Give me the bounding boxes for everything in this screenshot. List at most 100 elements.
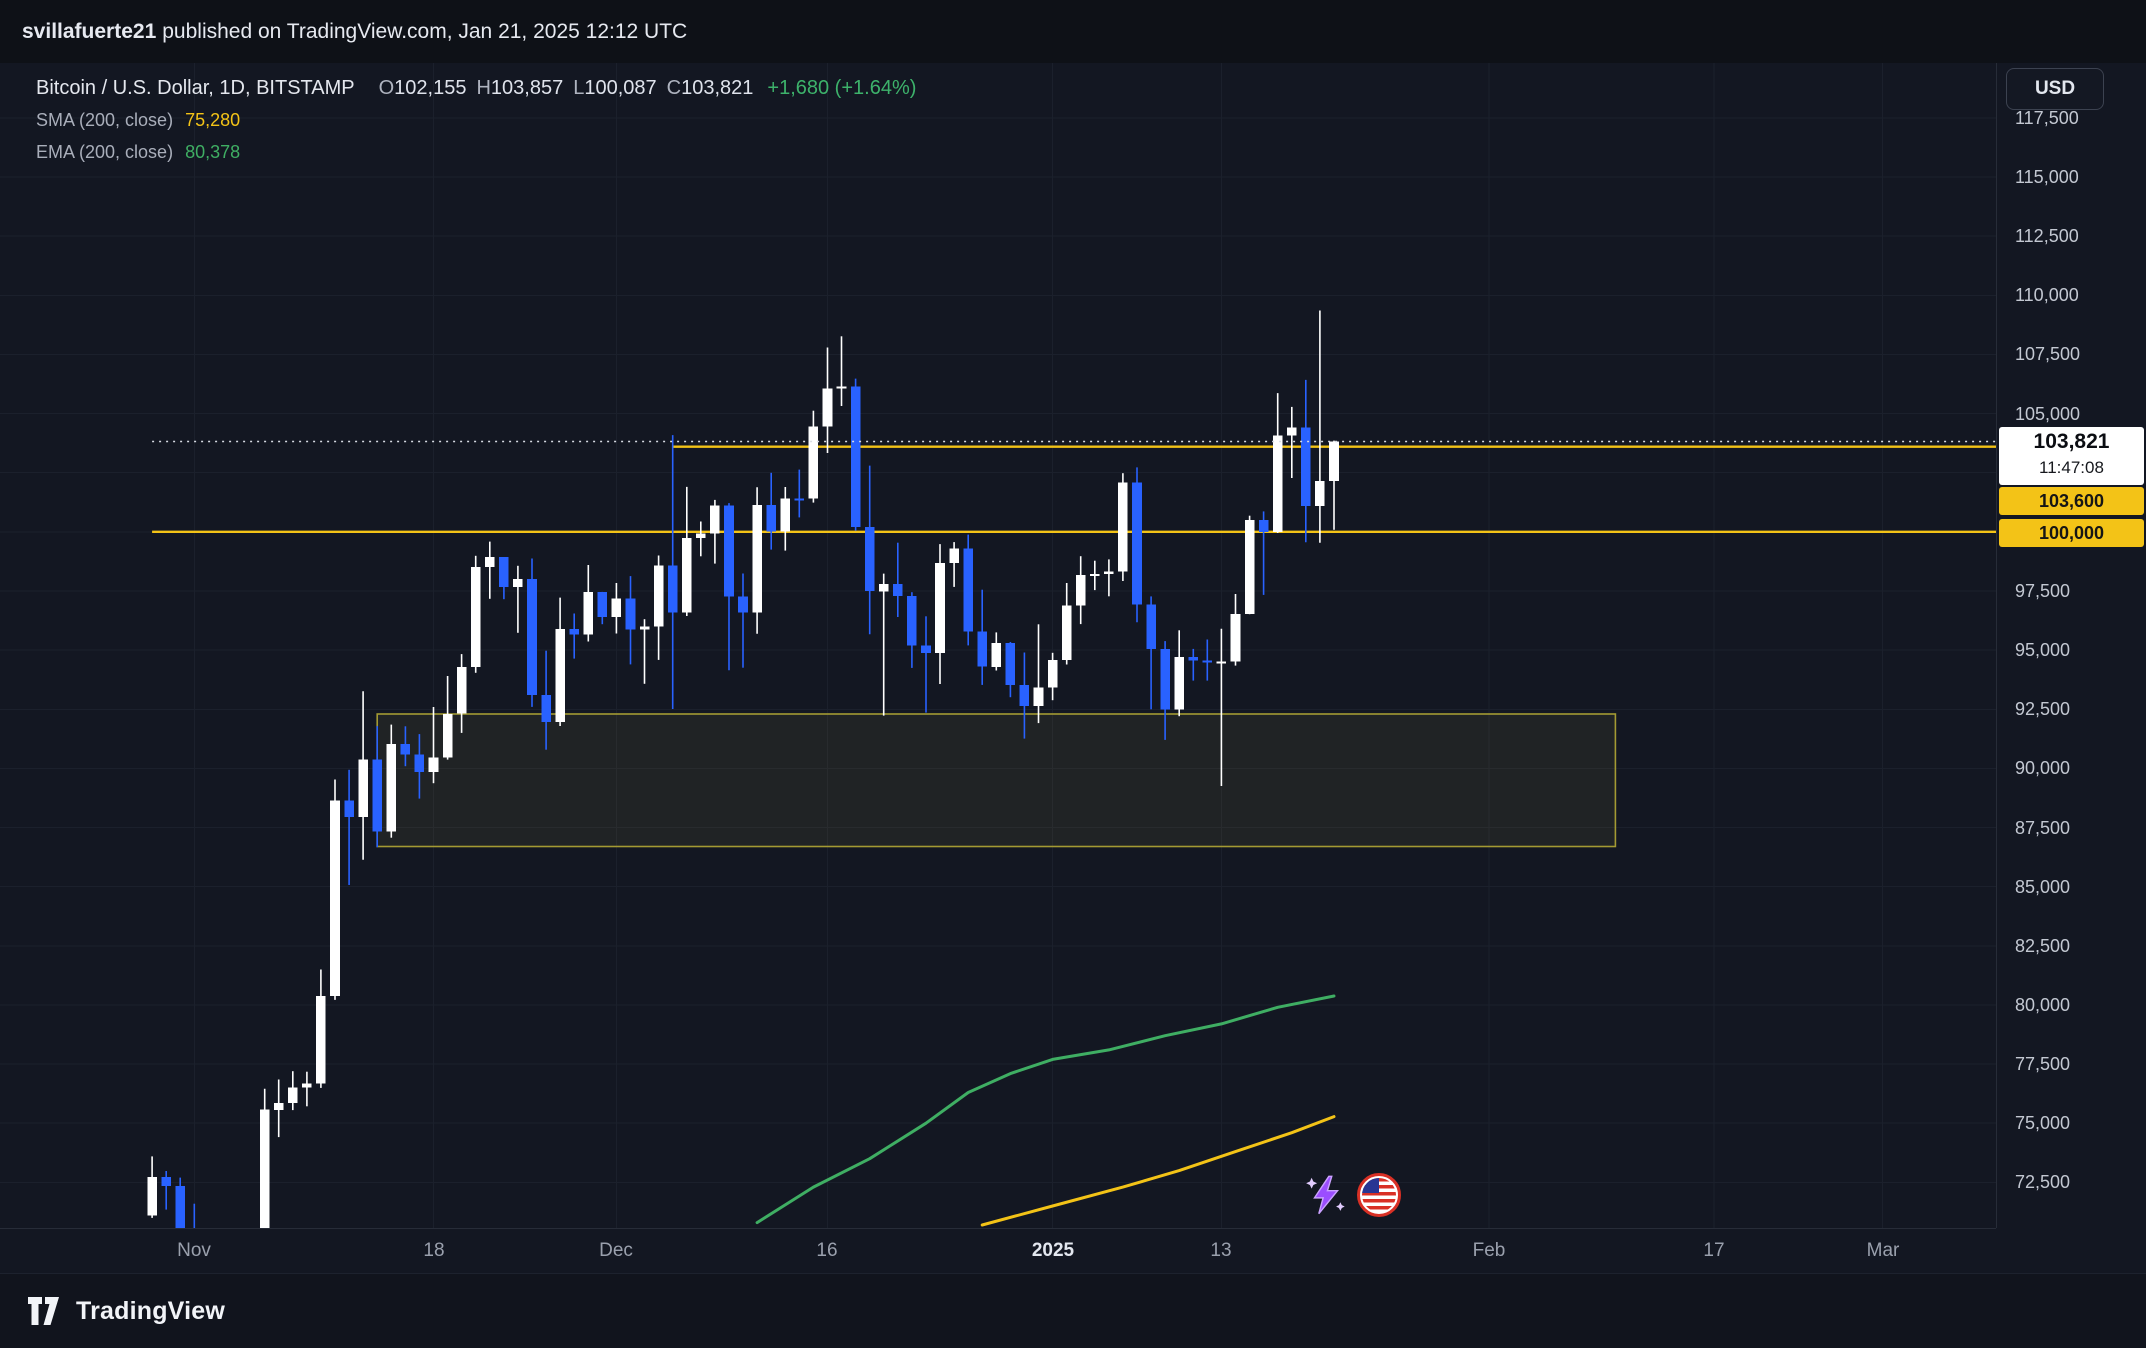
price-tick-label: 77,500 — [2015, 1054, 2071, 1074]
candle — [1272, 435, 1283, 533]
us-flag-icon[interactable] — [1357, 1173, 1401, 1217]
candle — [513, 578, 523, 587]
publish-bar: svillafuerte21 published on TradingView.… — [0, 0, 2146, 63]
candle — [1118, 482, 1128, 572]
candle — [1146, 604, 1156, 650]
candle — [316, 996, 326, 1084]
chart-legend[interactable]: Bitcoin / U.S. Dollar, 1D, BITSTAMP O102… — [36, 72, 916, 168]
candle — [400, 744, 411, 755]
candle — [991, 643, 1002, 667]
candle — [470, 567, 481, 667]
candle — [1090, 573, 1100, 576]
ema-indicator-row[interactable]: EMA (200, close) 80,378 — [36, 136, 916, 168]
candle — [850, 386, 861, 527]
candle — [639, 626, 650, 630]
candle — [1329, 441, 1339, 481]
ma-line — [980, 1115, 1336, 1227]
ohlc-high-value: 103,857 — [490, 77, 564, 99]
price-tick-label: 105,000 — [2015, 404, 2081, 424]
reaction-icons[interactable] — [1303, 1172, 1401, 1218]
sparkle-bolt-icon[interactable] — [1303, 1172, 1349, 1218]
drawing-box — [376, 713, 1617, 848]
candle — [1174, 657, 1184, 710]
time-axis-label: Feb — [1472, 1240, 1506, 1261]
candle — [273, 1103, 284, 1110]
candle — [794, 498, 805, 501]
publisher-username: svillafuerte21 — [22, 19, 157, 43]
candle — [935, 563, 945, 653]
candle — [864, 527, 875, 592]
candle — [710, 505, 720, 534]
candle — [822, 388, 833, 427]
candle — [161, 1177, 171, 1187]
symbol-title[interactable]: Bitcoin / U.S. Dollar, 1D, BITSTAMP — [36, 77, 355, 99]
candle — [555, 628, 565, 722]
price-tick-label: 90,000 — [2015, 758, 2071, 778]
price-tick-label: 95,000 — [2015, 640, 2071, 660]
time-axis-label: Dec — [599, 1240, 633, 1261]
candle — [597, 591, 608, 617]
price-tick-label: 115,000 — [2015, 167, 2079, 187]
ma-line — [755, 994, 1336, 1225]
candle — [949, 548, 959, 564]
price-tick-label: 80,000 — [2015, 995, 2071, 1015]
candle — [175, 1186, 185, 1228]
sma-indicator-row[interactable]: SMA (200, close) 75,280 — [36, 104, 916, 136]
candle — [1047, 659, 1058, 688]
time-axis-label: 18 — [423, 1240, 445, 1261]
candle — [372, 759, 382, 832]
candle — [907, 595, 917, 646]
ohlc-close-value: 103,821 — [681, 77, 754, 99]
price-tick-label: 85,000 — [2015, 877, 2071, 897]
candle — [893, 583, 903, 596]
candle — [611, 598, 622, 617]
candle — [921, 645, 931, 653]
candle — [766, 505, 776, 532]
candle — [808, 426, 819, 499]
candle — [1301, 427, 1311, 506]
time-axis[interactable]: Nov 18 Dec 16 2025 13 Feb 17 Mar — [0, 1228, 1996, 1273]
currency-toggle-button[interactable]: USD — [2006, 68, 2104, 110]
level-badge-100000: 100,000 — [1999, 519, 2144, 547]
candle — [485, 557, 495, 568]
candle — [147, 1177, 157, 1216]
ohlc-low-label: L — [573, 77, 585, 99]
time-axis-label: Nov — [177, 1240, 211, 1261]
ohlc-open-label: O — [378, 77, 395, 99]
symbol-row[interactable]: Bitcoin / U.S. Dollar, 1D, BITSTAMP O102… — [36, 72, 916, 104]
candle — [499, 557, 509, 587]
price-tick-label: 75,000 — [2015, 1113, 2071, 1133]
candle — [344, 800, 354, 817]
ohlc-high-label: H — [476, 77, 491, 99]
candle — [1019, 684, 1030, 706]
publish-info: published on TradingView.com, Jan 21, 20… — [162, 19, 688, 43]
candle — [1202, 660, 1213, 663]
ohlc-close-label: C — [666, 77, 682, 99]
candle — [653, 565, 664, 627]
candle — [302, 1083, 312, 1088]
candle — [456, 666, 467, 714]
candle — [1188, 657, 1199, 661]
time-axis-label: 17 — [1703, 1240, 1725, 1261]
price-tick-label: 110,000 — [2015, 285, 2079, 305]
price-axis[interactable]: 72,500 75,000 77,500 80,000 82,500 85,000 87,5… — [1996, 63, 2146, 1228]
tradingview-logo-icon[interactable] — [28, 1297, 64, 1325]
price-tick-label: 72,500 — [2015, 1172, 2071, 1192]
candle — [1230, 613, 1241, 662]
chart-pane[interactable] — [0, 63, 1996, 1228]
candle — [682, 538, 692, 613]
candle — [724, 505, 734, 597]
candle — [358, 759, 368, 817]
change-value: +1,680 (+1.64%) — [767, 77, 917, 99]
candle — [442, 713, 453, 758]
candle — [1033, 687, 1044, 706]
sma-label: SMA (200, close) — [36, 110, 174, 130]
ohlc-open-value: 102,155 — [394, 77, 467, 99]
tradingview-brand[interactable]: TradingView — [76, 1296, 226, 1325]
price-tick-label: 97,500 — [2015, 581, 2071, 601]
candle — [667, 565, 678, 613]
ema-value: 80,378 — [185, 142, 241, 162]
candle — [569, 628, 579, 635]
price-tick-label: 117,500 — [2015, 108, 2079, 128]
